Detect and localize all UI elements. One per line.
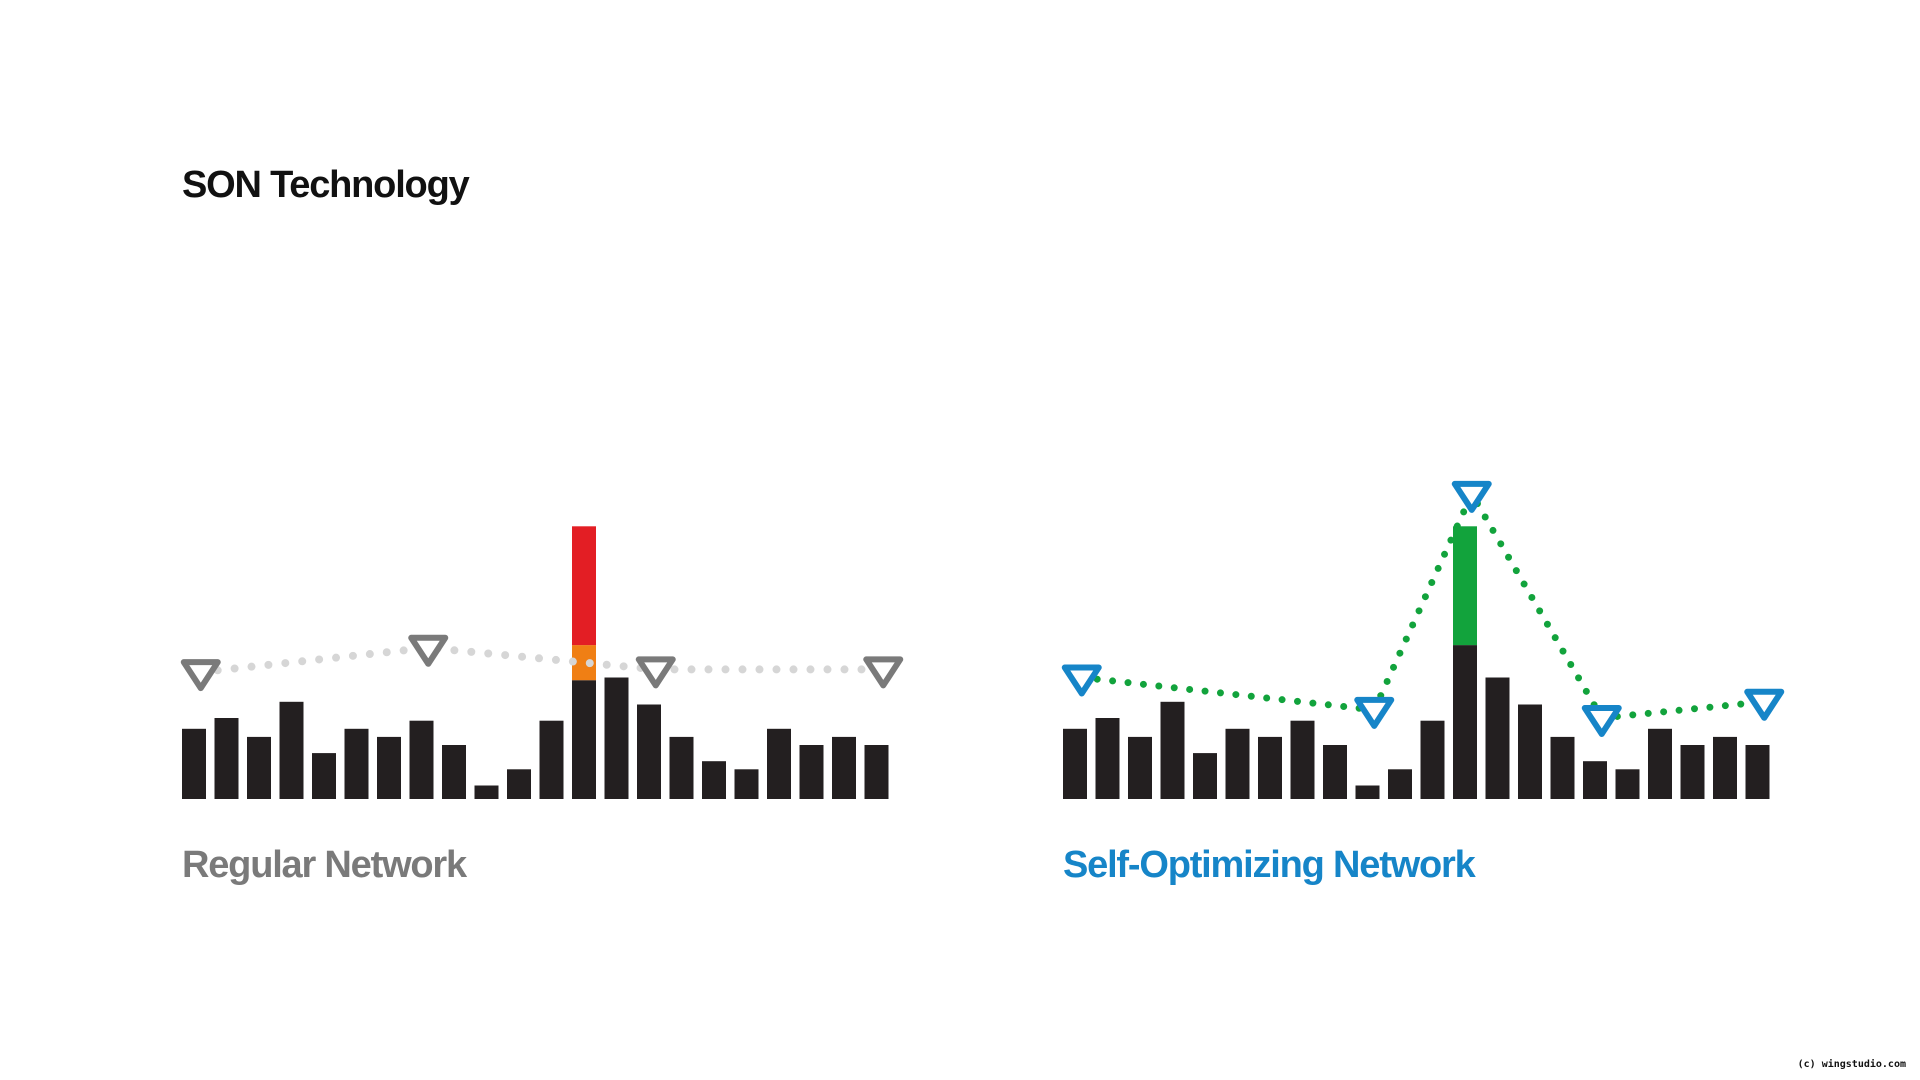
signal-bar	[1258, 736, 1282, 799]
signal-bar	[702, 761, 726, 799]
signal-bar	[604, 677, 629, 799]
signal-bar	[1420, 720, 1445, 799]
son-network-label: Self-Optimizing Network	[1063, 844, 1476, 886]
signal-bar	[1615, 769, 1640, 799]
antenna-marker-icon	[180, 659, 221, 692]
coverage-line	[196, 643, 888, 677]
signal-bar	[1323, 745, 1347, 799]
signal-bar	[572, 680, 596, 799]
signal-bar	[1388, 769, 1412, 799]
signal-bar	[312, 753, 336, 799]
signal-bar	[1063, 728, 1087, 799]
coverage-line	[1078, 490, 1768, 722]
antenna-marker-icon	[1354, 696, 1395, 729]
signal-bar	[1518, 704, 1542, 799]
regular-network-chart	[180, 526, 904, 799]
signal-bar	[344, 728, 369, 799]
signal-bar	[377, 736, 401, 799]
antenna-marker-icon	[1061, 664, 1102, 697]
signal-bar	[1193, 753, 1217, 799]
page-title: SON Technology	[182, 164, 470, 206]
signal-bar	[214, 718, 239, 799]
signal-bar	[409, 720, 434, 799]
antenna-marker-icon	[863, 656, 904, 689]
signal-bar	[1095, 718, 1120, 799]
signal-bar	[507, 769, 531, 799]
antenna-marker-icon	[1744, 688, 1785, 721]
signal-bar	[1485, 677, 1510, 799]
signal-bar	[539, 720, 564, 799]
antenna-marker-icon	[1451, 480, 1492, 513]
antenna-marker-icon	[408, 634, 449, 667]
signal-bar	[1713, 736, 1737, 799]
signal-bar	[734, 769, 759, 799]
signal-bar	[637, 704, 661, 799]
signal-bar	[1160, 701, 1185, 799]
signal-bar	[182, 728, 206, 799]
signal-bar	[1355, 785, 1380, 799]
signal-bar	[799, 745, 824, 799]
son-network-chart	[1061, 480, 1785, 799]
signal-bar	[832, 736, 856, 799]
signal-bar	[1648, 728, 1672, 799]
regular-network-label: Regular Network	[182, 844, 467, 886]
signal-bar	[864, 745, 889, 799]
signal-bar	[279, 701, 304, 799]
signal-bar	[1128, 736, 1152, 799]
signal-bar	[1290, 720, 1315, 799]
signal-bar	[1680, 745, 1705, 799]
signal-bar	[1453, 645, 1477, 799]
signal-bar	[669, 736, 694, 799]
antenna-marker-icon	[1581, 705, 1622, 737]
antenna-marker-icon	[635, 656, 676, 689]
signal-bar	[474, 785, 499, 799]
signal-bar	[1583, 761, 1607, 799]
signal-bar	[1225, 728, 1250, 799]
signal-bar	[247, 736, 271, 799]
signal-bar	[1745, 745, 1770, 799]
bar-overlay-segment	[572, 526, 596, 646]
bar-overlay-segment	[1453, 526, 1477, 646]
signal-bar	[1550, 736, 1575, 799]
signal-bar	[442, 745, 466, 799]
copyright-credit: (c) wingstudio.com	[1797, 1059, 1906, 1070]
signal-bar	[767, 728, 791, 799]
